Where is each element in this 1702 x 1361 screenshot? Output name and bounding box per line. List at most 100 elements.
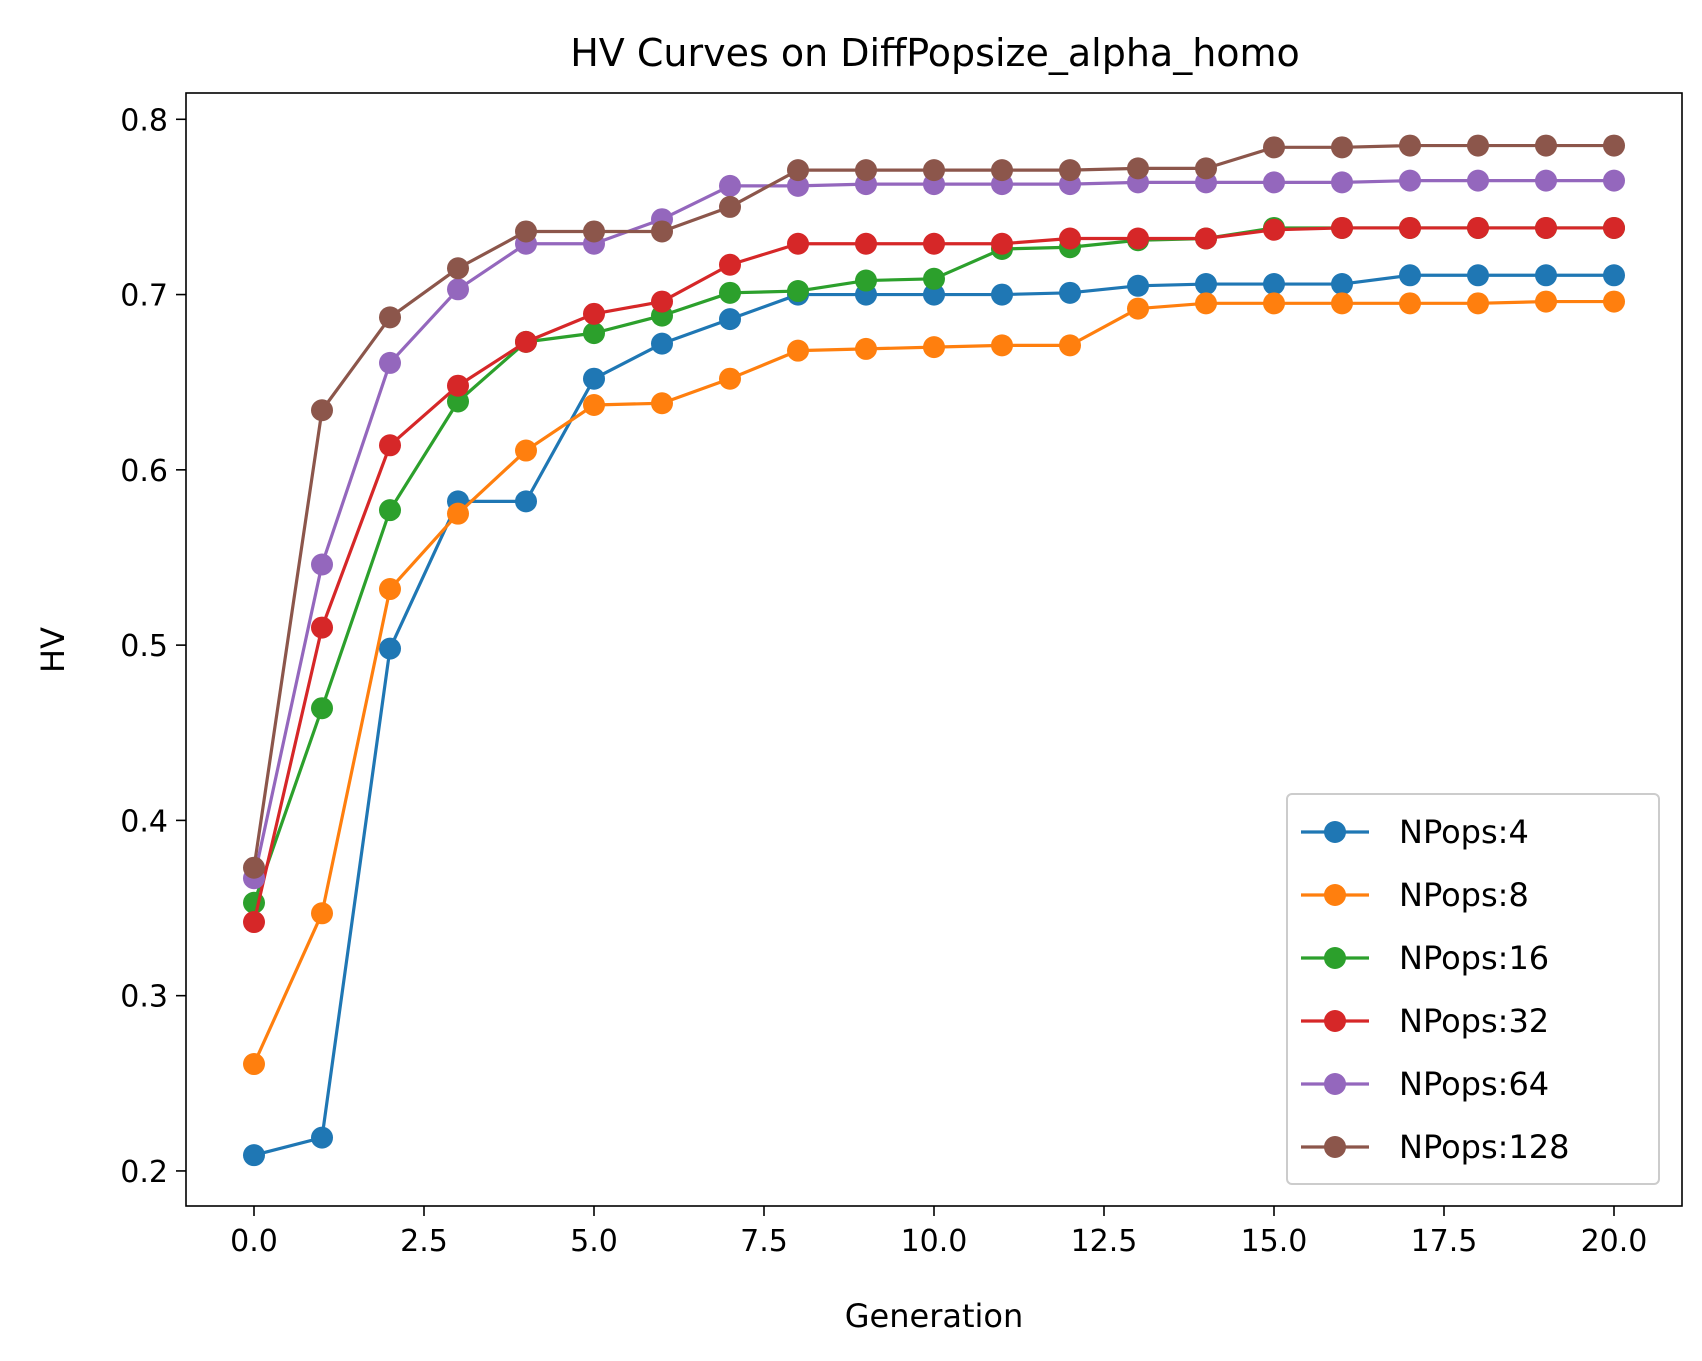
legend-entry: NPops:128 [1301,1128,1570,1166]
legend-label: NPops:8 [1399,876,1529,914]
data-point [515,490,537,513]
data-point [855,269,877,292]
data-point [1195,157,1217,180]
data-point [447,390,469,413]
legend-marker [1324,884,1346,906]
chart-title: HV Curves on DiffPopsize_alpha_homo [570,31,1300,75]
data-point [515,220,537,243]
x-tick-label: 10.0 [901,1224,968,1259]
x-tick-label: 2.5 [400,1224,448,1259]
x-tick-label: 7.5 [740,1224,788,1259]
x-tick-label: 5.0 [570,1224,618,1259]
y-tick-label: 0.6 [120,454,168,489]
legend-entry: NPops:32 [1301,1002,1549,1040]
x-tick-label: 17.5 [1411,1224,1478,1259]
series-1 [243,290,1625,1076]
legend-entry: NPops:16 [1301,939,1549,977]
legend: NPops:4 NPops:8 NPops:16 NPops:32 NPops:64 NP… [1286,793,1660,1185]
y-axis-label: HV [34,627,72,673]
data-point [311,902,333,925]
data-point [1127,297,1149,320]
data-point [1059,159,1081,182]
data-point [787,280,809,303]
data-point [719,281,741,304]
data-point [583,393,605,416]
y-tick-label: 0.4 [120,804,168,839]
data-point [991,232,1013,255]
data-point [651,392,673,415]
data-point [311,616,333,639]
data-point [1603,169,1625,192]
data-point [719,174,741,197]
legend-label: NPops:32 [1399,1002,1549,1040]
data-point [719,308,741,331]
data-point [1603,134,1625,157]
data-point [379,434,401,457]
series-5 [243,134,1625,879]
legend-label: NPops:128 [1399,1128,1570,1166]
data-point [1399,264,1421,287]
data-point [1331,292,1353,315]
data-point [1059,334,1081,357]
legend-entry: NPops:64 [1301,1065,1549,1103]
data-point [243,911,265,934]
data-point [1535,134,1557,157]
data-point [1467,264,1489,287]
data-point [1467,134,1489,157]
legend-marker [1324,1073,1346,1095]
x-tick-label: 15.0 [1241,1224,1308,1259]
data-point [1535,216,1557,239]
data-point [1127,274,1149,297]
data-point [1263,273,1285,296]
data-point [243,1053,265,1076]
data-point [1331,216,1353,239]
data-point [651,332,673,355]
data-point [787,232,809,255]
data-point [855,232,877,255]
data-point [1603,264,1625,287]
data-point [923,267,945,290]
x-axis: 0.0 2.5 5.0 7.5 10.0 12.5 15.0 17.5 20.0 [230,1206,1647,1259]
data-point [923,283,945,306]
data-point [1263,218,1285,241]
data-point [923,159,945,182]
data-point [583,367,605,390]
data-point [447,257,469,280]
data-point [1059,281,1081,304]
x-tick-label: 0.0 [230,1224,278,1259]
legend-marker [1324,1136,1346,1158]
data-point [1195,227,1217,250]
data-point [1535,169,1557,192]
data-point [379,306,401,329]
data-point [855,159,877,182]
data-point [1263,292,1285,315]
data-point [515,330,537,353]
legend-marker [1324,947,1346,969]
data-point [855,337,877,360]
data-point [991,159,1013,182]
data-point [379,578,401,601]
legend-label: NPops:16 [1399,939,1549,977]
data-point [923,232,945,255]
data-point [583,220,605,243]
data-point [1399,292,1421,315]
legend-label: NPops:64 [1399,1065,1549,1103]
data-point [379,499,401,522]
data-point [1399,216,1421,239]
series-layer [243,134,1625,1167]
legend-label: NPops:4 [1399,813,1529,851]
data-point [1195,292,1217,315]
data-point [991,283,1013,306]
data-point [1603,216,1625,239]
data-point [379,637,401,660]
data-point [447,502,469,525]
data-point [447,374,469,397]
data-point [1467,169,1489,192]
data-point [991,334,1013,357]
data-point [447,278,469,301]
legend-marker [1324,1010,1346,1032]
data-point [787,339,809,362]
data-point [243,1144,265,1167]
data-point [379,351,401,374]
data-point [1331,136,1353,159]
